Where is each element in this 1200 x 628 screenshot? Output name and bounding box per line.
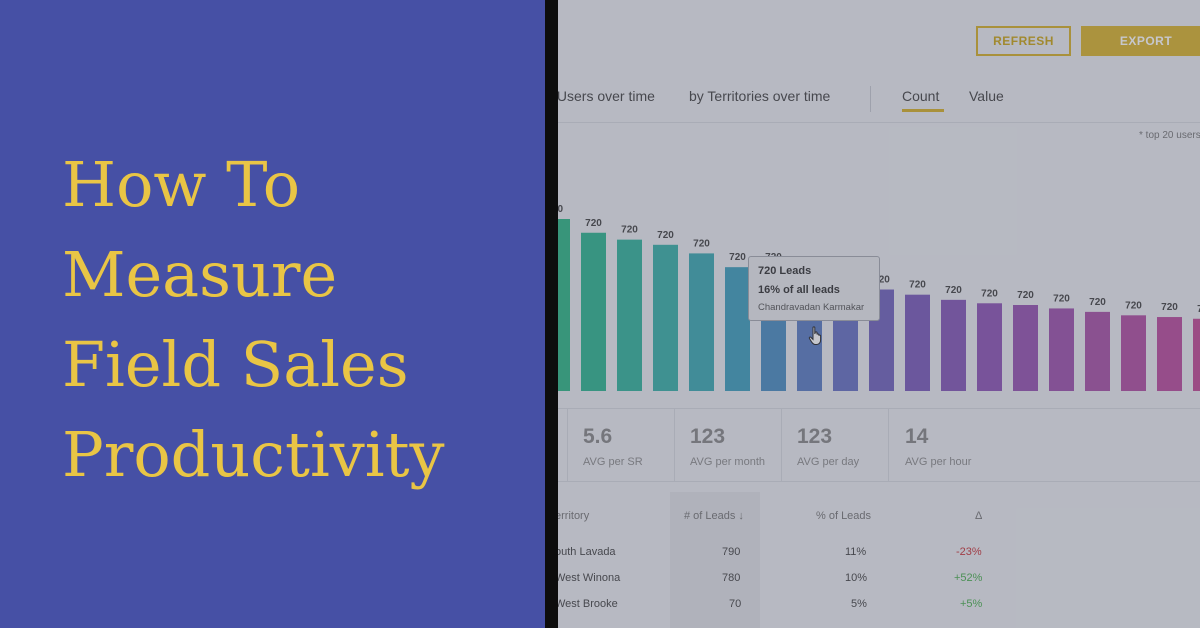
header-pct-leads[interactable]: % of Leads [816, 510, 871, 522]
stat-avg-per-month: 123 AVG per month [675, 409, 781, 481]
headline-line: How To [62, 140, 532, 230]
chart-bar[interactable] [905, 295, 930, 391]
stat-avg-per-sr: 5.6 AVG per SR [568, 409, 674, 481]
cell-delta: +52% [954, 572, 982, 584]
stat-avg-per-day: 123 AVG per day [782, 409, 888, 481]
cell-delta: +5% [960, 598, 982, 610]
export-button[interactable]: EXPORT [1081, 26, 1200, 56]
header-leads[interactable]: # of Leads ↓ [684, 510, 744, 522]
cell-territory: West Brooke [558, 598, 618, 610]
headline-line: Field Sales [62, 320, 532, 410]
chart-bar[interactable] [1049, 308, 1074, 391]
cell-leads: 70 [729, 598, 741, 610]
bar-data-label: 40 [558, 204, 563, 215]
stat-value: 14 [905, 425, 928, 449]
stat-value: 5.6 [583, 425, 612, 449]
chart-bar[interactable] [653, 245, 678, 391]
tooltip-share: 16% of all leads [758, 284, 879, 302]
stat-label: AVG per hour [905, 456, 971, 468]
tab-separator [870, 86, 871, 112]
stat-avg-per-hour: 14 AVG per hour [889, 409, 1009, 481]
cell-leads: 790 [722, 546, 740, 558]
panel-divider [545, 0, 558, 628]
bar-data-label: 720 [1089, 297, 1106, 308]
bar-data-label: 720 [621, 225, 638, 236]
stat-value: 123 [690, 425, 725, 449]
stats-bar: 5.6 AVG per SR 123 AVG per month 123 AVG… [558, 409, 1200, 481]
dashboard-screenshot: REFRESH EXPORT y Users over time by Terr… [558, 0, 1200, 628]
divider-line [558, 122, 1200, 123]
bar-data-label: 720 [1161, 302, 1178, 313]
cell-pct: 10% [845, 572, 867, 584]
bar-data-label: 720 [693, 238, 710, 249]
chart-bar[interactable] [725, 267, 750, 391]
chart-bar[interactable] [1085, 312, 1110, 391]
tab-users-over-time[interactable]: y Users over time [558, 88, 655, 104]
chart-bar[interactable] [689, 253, 714, 391]
header-territory[interactable]: erritory [558, 510, 589, 522]
chart-bar[interactable] [558, 219, 570, 391]
territory-table: erritory # of Leads ↓ % of Leads Δ outh … [558, 492, 1200, 628]
chart-bar[interactable] [941, 300, 966, 391]
chart-bar[interactable] [1013, 305, 1038, 391]
cell-delta: -23% [956, 546, 982, 558]
tab-territories-over-time[interactable]: by Territories over time [689, 88, 830, 104]
tab-count[interactable]: Count [902, 88, 939, 104]
cell-leads: 780 [722, 572, 740, 584]
cell-territory: outh Lavada [558, 546, 616, 558]
bar-data-label: 720 [729, 252, 746, 263]
tab-value[interactable]: Value [969, 88, 1004, 104]
refresh-button[interactable]: REFRESH [976, 26, 1071, 56]
tooltip-user: Chandravadan Karmakar [758, 302, 879, 313]
chart-bar[interactable] [581, 233, 606, 391]
divider-line [558, 481, 1200, 482]
stat-value: 123 [797, 425, 832, 449]
chart-bar[interactable] [1193, 319, 1200, 391]
bar-data-label: 720 [945, 285, 962, 296]
headline-line: Productivity [62, 410, 532, 500]
chart-tooltip: 720 Leads 16% of all leads Chandravadan … [748, 256, 880, 321]
cell-pct: 5% [851, 598, 867, 610]
bar-data-label: 720 [657, 230, 674, 241]
bar-data-label: 720 [981, 288, 998, 299]
bar-data-label: 720 [909, 280, 926, 291]
chart-bar[interactable] [1121, 315, 1146, 391]
bar-data-label: 720 [585, 218, 602, 229]
header-delta[interactable]: Δ [975, 510, 982, 522]
chart-bar[interactable] [1157, 317, 1182, 391]
chart-bar[interactable] [617, 240, 642, 391]
bar-data-label: 720 [1053, 293, 1070, 304]
title-panel: How To Measure Field Sales Productivity [0, 0, 545, 628]
tooltip-leads: 720 Leads [758, 265, 879, 284]
cell-territory: West Winona [558, 572, 620, 584]
bar-data-label: 720 [1017, 290, 1034, 301]
chart-bar[interactable] [977, 303, 1002, 391]
headline: How To Measure Field Sales Productivity [62, 140, 532, 500]
stat-label: AVG per month [690, 456, 765, 468]
stat-label: AVG per day [797, 456, 859, 468]
active-tab-underline [902, 109, 944, 112]
hand-cursor-icon [808, 326, 824, 346]
bar-data-label: 720 [1125, 300, 1142, 311]
cell-pct: 11% [845, 546, 866, 558]
chart-note: * top 20 users [1139, 130, 1200, 141]
headline-line: Measure [62, 230, 532, 320]
stat-label: AVG per SR [583, 456, 643, 468]
